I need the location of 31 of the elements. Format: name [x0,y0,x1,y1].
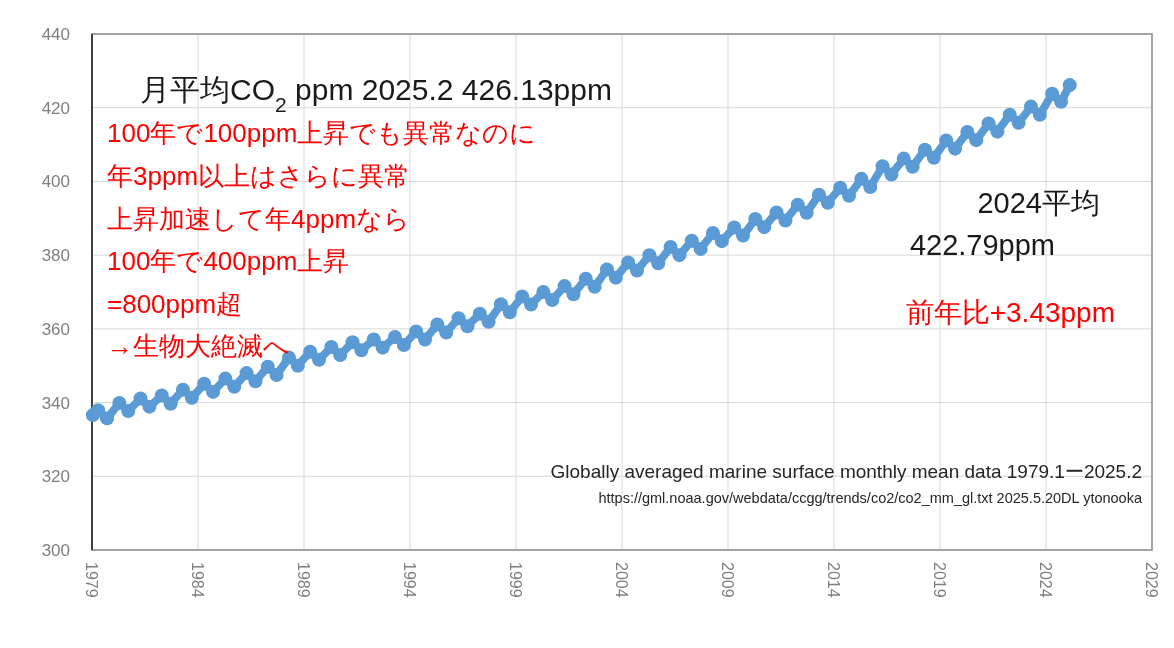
annotation: 上昇加速して年4ppmなら [107,204,411,234]
y-tick-label: 300 [41,541,70,560]
annotation: 100年で400ppm上昇 [107,246,350,276]
y-tick-label: 400 [41,172,70,192]
x-tick-label: 2019 [931,562,949,598]
y-tick-label: 340 [41,393,70,413]
x-tick-label: 1999 [507,562,525,598]
x-tick-label: 2014 [825,562,843,598]
x-tick-label: 2009 [719,562,737,598]
x-tick-label: 2029 [1143,562,1161,598]
y-tick-label: 360 [41,319,70,339]
annotation: =800ppm超 [107,289,243,319]
x-tick-label: 1994 [401,562,419,598]
annotation: 100年で100ppm上昇でも異常なのに [107,118,537,148]
annotation: 前年比+3.43ppm [905,297,1115,328]
annotation: Globally averaged marine surface monthly mean data 1979.1ー2025.2 [550,461,1142,482]
annotation: 2024平均 [977,187,1100,219]
x-tick-label: 1984 [189,562,207,598]
text: 月平均CO$_{2}$ ppm 2025.2 426.13ppm [140,73,612,116]
annotation: 422.79ppm [909,229,1055,261]
annotation: https://gml.noaa.gov/webdata/ccgg/trends/co2/co2_mm_gl.txt 2025.5.20DL ytonooka [598,490,1143,506]
y-tick-label: 380 [41,246,70,266]
y-tick-label: 320 [41,467,70,487]
annotation: →生物大絶滅へ [107,331,290,361]
x-tick-label: 1989 [295,562,313,598]
x-tick-label: 1979 [83,562,101,598]
x-tick-label: 2004 [613,562,631,598]
x-tick-label: 2024 [1037,562,1055,598]
y-tick-label: 420 [41,98,70,118]
annotation: 年3ppm以上はさらに異常 [107,161,411,191]
y-tick-label: 440 [41,25,70,44]
